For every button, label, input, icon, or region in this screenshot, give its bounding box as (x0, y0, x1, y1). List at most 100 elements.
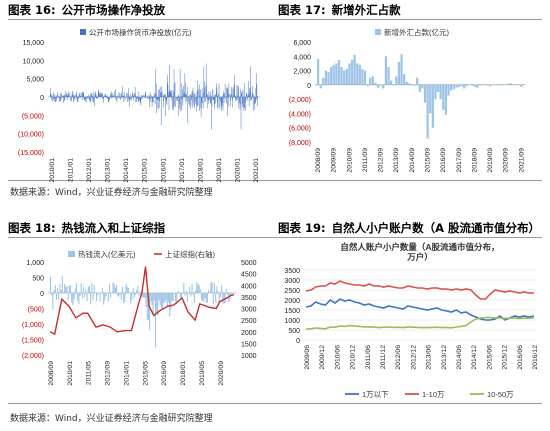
c18-bar (93, 285, 95, 293)
c16-bar (155, 97, 157, 100)
c16-xtick: 2016/01 (160, 158, 167, 183)
c16-bar (169, 90, 170, 97)
c16-bar (127, 93, 128, 97)
c16-bar (100, 92, 101, 97)
c16-bar (122, 86, 123, 97)
c16-bar (247, 97, 249, 101)
c16-bar (128, 87, 129, 97)
c16-bar (206, 94, 208, 97)
c16-bar (74, 97, 76, 101)
c18-bar (151, 293, 153, 306)
c18-bar (224, 293, 226, 303)
c17-bar (353, 54, 356, 85)
c16-bar (115, 89, 116, 97)
c18-bar (145, 293, 147, 308)
c17-bar (478, 84, 481, 86)
panel-19-label: 图表 19: (278, 221, 326, 235)
c16-bar (200, 97, 202, 108)
c16-bar (158, 97, 160, 108)
c16-bar (134, 95, 136, 97)
c16-legend-label: 公开市场操作货币净投放(亿元) (89, 27, 192, 37)
c16-bar (116, 95, 118, 97)
c18-right-ytick: 3000 (241, 307, 257, 314)
c17-bar (363, 70, 367, 85)
c18-bar (176, 293, 178, 305)
c16-bar (180, 95, 181, 97)
c16-bar (179, 97, 180, 104)
c17-bar (408, 83, 411, 85)
c18-right-ytick: 4000 (241, 283, 257, 290)
c18-bar (178, 293, 180, 294)
c18-bar (167, 293, 170, 303)
c16-bar (77, 97, 79, 102)
c16-bar (203, 67, 205, 97)
c17-ytick: 6,000 (293, 40, 311, 47)
c16-bar (237, 97, 238, 101)
c16-bar (241, 93, 242, 97)
c16-bar (50, 87, 51, 97)
c17-bar (327, 72, 330, 85)
c16-bar (208, 95, 210, 97)
c16-xtick: 2019/01 (216, 158, 223, 183)
c18-xtick: 2012/09 (105, 361, 112, 386)
c18-bar (163, 293, 165, 303)
c17-bar (400, 54, 403, 85)
c16-bar (111, 91, 112, 97)
c16-bar (218, 94, 219, 97)
c16-bar (210, 95, 212, 97)
c18-bar (173, 293, 175, 294)
c16-bar (154, 93, 156, 97)
chart-16-open-market: 15,000 10,000 5,000 0 (5,000) (10,000) (15,000… (18, 27, 260, 183)
c16-bar (199, 84, 200, 97)
c17-bar (449, 84, 453, 91)
c17-bar (520, 84, 523, 87)
c16-bar (92, 95, 93, 97)
c17-bar (397, 62, 401, 85)
c19-legend-label-0: 1万以下 (362, 390, 389, 399)
c16-bar (71, 97, 72, 102)
c19-xtick: 2009/12 (319, 345, 326, 370)
c16-bar (107, 97, 108, 99)
c16-bar (167, 74, 168, 97)
c16-bar (85, 97, 87, 103)
c16-bar (143, 96, 144, 97)
c16-bar (158, 97, 160, 110)
c17-ytick: (6,000) (289, 126, 311, 133)
c16-bar (128, 95, 129, 97)
c19-legend-label-1: 1-10万 (422, 390, 445, 399)
c16-ytick: 0 (40, 95, 44, 102)
c16-bar (59, 93, 61, 97)
c16-bar (184, 97, 186, 103)
c18-bar (73, 293, 75, 300)
c16-bar (174, 83, 175, 97)
c16-bar (58, 97, 60, 99)
c17-bar (350, 59, 354, 85)
c16-bar (92, 91, 94, 97)
c17-bar (405, 82, 408, 85)
c16-bar (64, 94, 65, 97)
c16-bar (94, 93, 96, 97)
c16-bar (183, 92, 185, 97)
c19-ytick: 2500 (284, 288, 300, 295)
c16-bar (121, 97, 123, 99)
c16-bar (110, 96, 112, 97)
c16-bar (166, 97, 167, 104)
c16-bar (236, 84, 238, 97)
c16-bar (79, 97, 81, 99)
c18-right-ytick: 3500 (241, 295, 257, 302)
c16-bar (255, 73, 257, 97)
c16-bar (229, 97, 231, 106)
c18-bar (92, 293, 94, 301)
c17-xtick: 2011/09 (362, 148, 369, 172)
c16-bar (161, 92, 162, 97)
c16-bar (154, 97, 156, 105)
c17-bar (502, 84, 505, 85)
c17-bar (463, 84, 466, 89)
c18-right-ytick: 5000 (241, 260, 257, 267)
c16-bar (148, 97, 150, 100)
c17-bar (442, 84, 445, 110)
c16-bar (94, 97, 95, 106)
c16-bar (59, 97, 60, 98)
c17-bar (387, 67, 390, 85)
c18-bar (59, 283, 61, 293)
